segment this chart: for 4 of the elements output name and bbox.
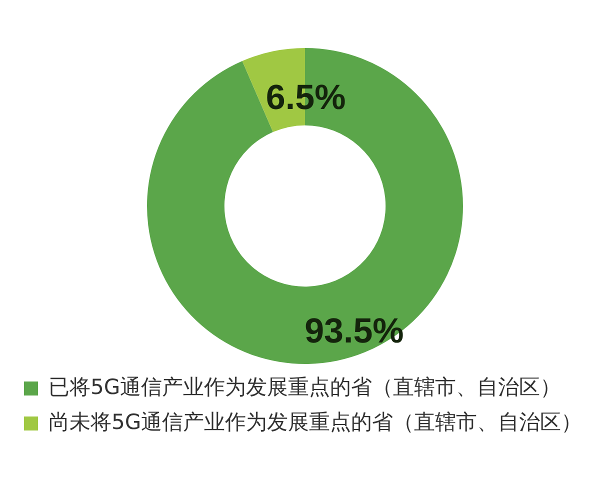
legend-label: 已将5G通信产业作为发展重点的省（直辖市、自治区） xyxy=(48,374,562,399)
legend-label: 尚未将5G通信产业作为发展重点的省（直辖市、自治区） xyxy=(48,410,582,434)
data-label: 93.5% xyxy=(304,311,404,350)
data-label: 6.5% xyxy=(266,78,346,117)
